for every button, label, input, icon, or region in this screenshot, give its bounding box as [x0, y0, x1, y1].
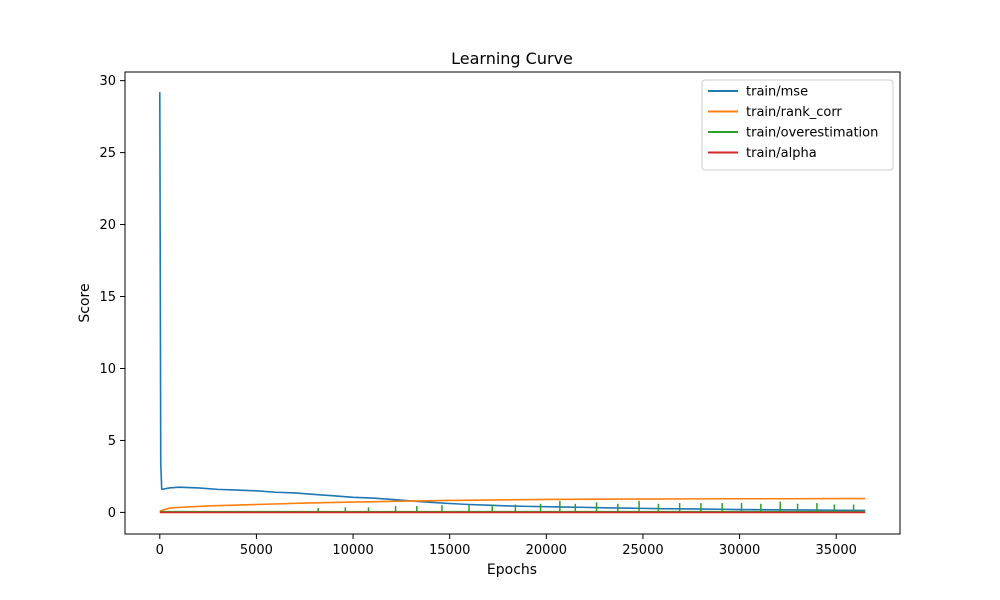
y-axis-label: Score [77, 283, 93, 322]
y-tick-label: 20 [99, 218, 116, 233]
x-tick-label: 10000 [332, 543, 373, 558]
y-tick-label: 0 [108, 506, 116, 521]
legend: train/mse train/rank_corr train/overestima… [701, 79, 894, 171]
y-axis-ticks: 0 5 10 15 20 25 30 [99, 74, 125, 521]
legend-label: train/mse [746, 85, 808, 100]
x-axis-label: Epochs [487, 562, 537, 578]
y-tick-label: 15 [99, 290, 116, 305]
y-tick-label: 10 [99, 362, 116, 377]
legend-label: train/rank_corr [746, 105, 842, 120]
x-tick-label: 0 [156, 543, 164, 558]
x-tick-label: 5000 [240, 543, 273, 558]
x-axis-ticks: 0 5000 10000 15000 20000 25000 30000 35000 [156, 534, 857, 558]
legend-box [701, 79, 894, 171]
chart-title: Learning Curve [451, 49, 573, 68]
plot-area-frame [124, 71, 901, 535]
y-tick-label: 5 [108, 434, 116, 449]
legend-label: train/alpha [746, 146, 817, 161]
y-tick-label: 30 [99, 74, 116, 89]
series-line-train-mse [158, 92, 866, 512]
x-tick-label: 15000 [429, 543, 470, 558]
y-tick-label: 25 [99, 146, 116, 161]
x-tick-label: 20000 [526, 543, 567, 558]
plot-marks [158, 92, 866, 514]
legend-label: train/overestimation [746, 126, 878, 141]
series-line-train-rank-corr [159, 497, 866, 512]
x-tick-label: 35000 [816, 543, 857, 558]
x-tick-label: 25000 [622, 543, 663, 558]
x-tick-label: 30000 [719, 543, 760, 558]
